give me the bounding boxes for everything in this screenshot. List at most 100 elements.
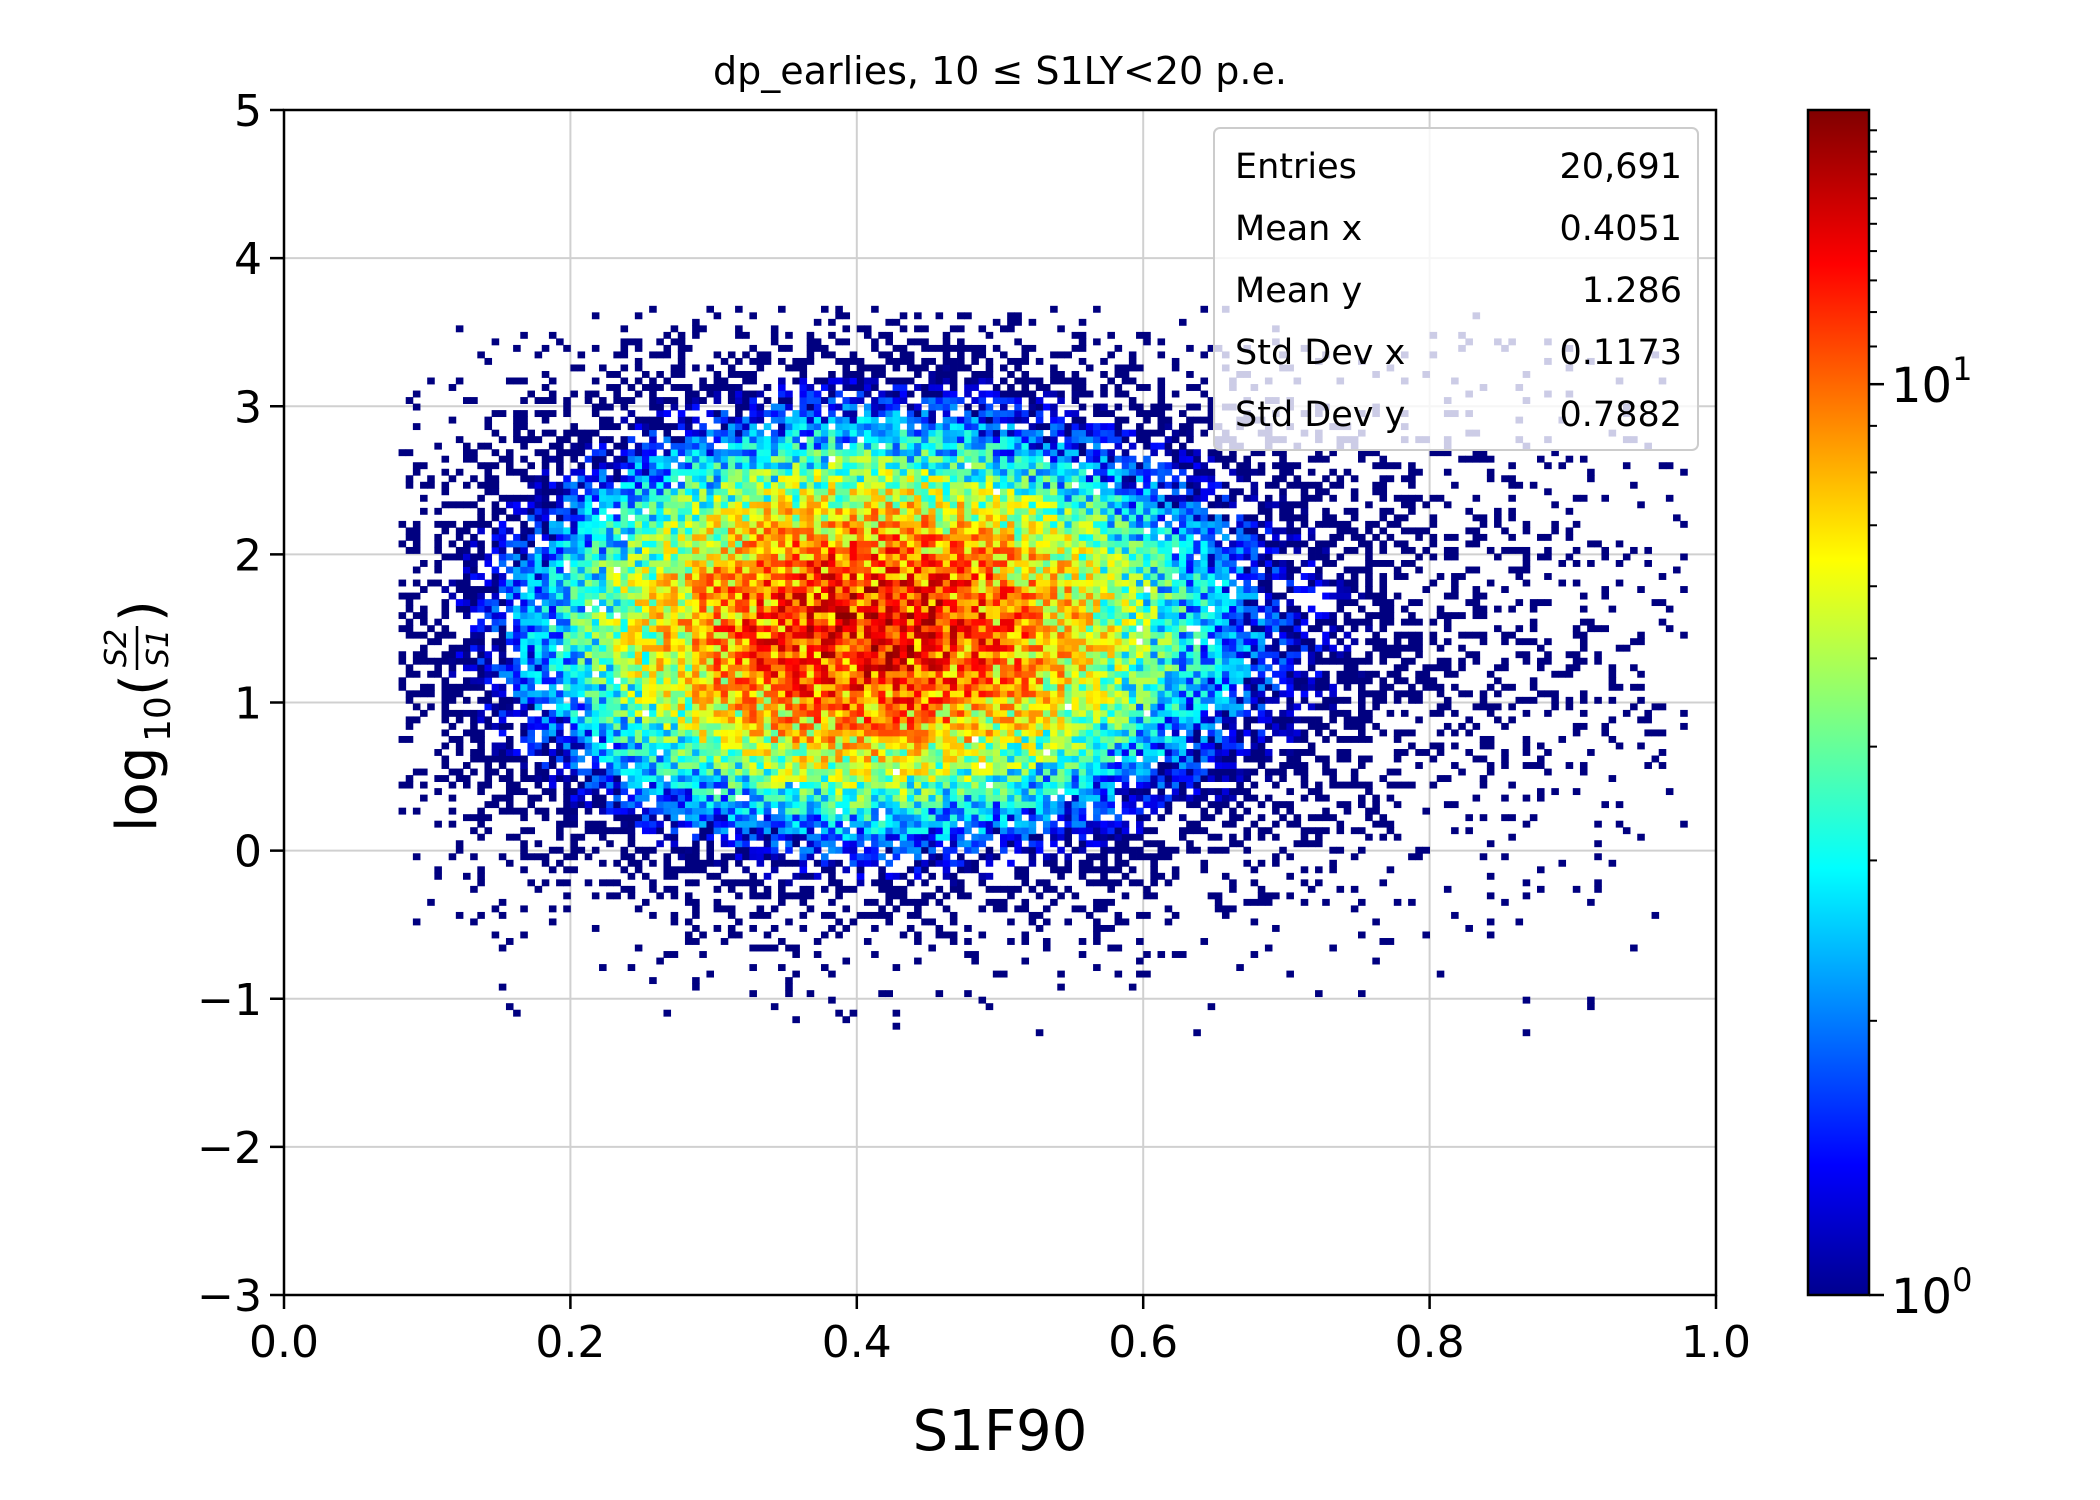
hist-bin — [742, 605, 750, 613]
hist-bin — [563, 540, 571, 548]
hist-bin — [541, 644, 550, 652]
hist-bin — [692, 605, 700, 613]
hist-bin — [749, 514, 757, 522]
hist-bin — [842, 905, 851, 913]
hist-bin — [914, 468, 922, 476]
hist-bin — [541, 546, 550, 554]
hist-bin — [677, 371, 686, 378]
hist-bin — [935, 429, 944, 437]
hist-bin — [792, 605, 800, 613]
hist-bin — [692, 651, 700, 659]
hist-bin — [720, 696, 729, 704]
hist-bin — [763, 462, 772, 470]
hist-bin — [570, 677, 578, 685]
hist-bin — [441, 716, 450, 724]
hist-bin — [856, 488, 865, 496]
hist-bin — [541, 468, 550, 476]
hist-bin — [692, 644, 700, 652]
hist-bin — [527, 644, 535, 652]
hist-bin — [713, 599, 722, 607]
hist-bin — [835, 827, 843, 835]
hist-bin — [642, 533, 650, 541]
hist-bin — [735, 357, 743, 365]
hist-bin — [505, 775, 514, 782]
hist-bin — [677, 527, 686, 535]
hist-bin — [720, 631, 729, 639]
hist-bin — [470, 586, 478, 593]
hist-bin — [720, 481, 729, 489]
hist-bin — [513, 573, 521, 580]
hist-bin — [491, 638, 500, 646]
hist-bin — [921, 599, 929, 607]
hist-bin — [878, 390, 886, 398]
hist-bin — [885, 331, 893, 339]
hist-bin — [921, 527, 929, 535]
hist-bin — [448, 644, 457, 652]
hist-bin — [591, 605, 600, 613]
hist-bin — [634, 696, 643, 704]
hist-bin — [713, 468, 722, 476]
hist-bin — [656, 755, 664, 763]
hist-bin — [863, 898, 872, 906]
hist-bin — [613, 468, 621, 476]
hist-bin — [892, 1022, 901, 1030]
hist-bin — [505, 801, 514, 809]
hist-bin — [799, 729, 808, 737]
hist-bin — [928, 377, 936, 385]
hist-bin — [706, 442, 714, 450]
hist-bin — [684, 931, 693, 939]
hist-bin — [484, 462, 493, 470]
hist-bin — [684, 475, 693, 483]
hist-bin — [835, 683, 843, 691]
hist-bin — [892, 501, 901, 509]
hist-bin — [455, 527, 464, 535]
hist-bin — [627, 690, 636, 698]
hist-bin — [470, 553, 478, 561]
hist-bin — [863, 768, 872, 776]
hist-bin — [806, 527, 815, 535]
hist-bin — [692, 579, 700, 587]
hist-bin — [613, 631, 621, 639]
hist-bin — [663, 579, 672, 587]
hist-bin — [871, 429, 879, 437]
hist-bin — [756, 553, 765, 561]
hist-bin — [778, 670, 786, 678]
hist-bin — [835, 442, 843, 450]
hist-bin — [656, 605, 664, 613]
hist-bin — [463, 651, 471, 659]
hist-bin — [692, 696, 700, 704]
hist-bin — [692, 475, 700, 483]
hist-bin — [405, 599, 414, 607]
hist-bin — [727, 638, 736, 646]
hist-bin — [792, 468, 800, 476]
hist-bin — [548, 625, 557, 633]
hist-bin — [584, 579, 593, 587]
hist-bin — [570, 625, 578, 633]
hist-bin — [670, 540, 679, 548]
hist-bin — [871, 846, 879, 854]
hist-bin — [541, 416, 550, 424]
hist-bin — [670, 775, 679, 782]
hist-bin — [928, 592, 936, 600]
hist-bin — [599, 781, 607, 789]
hist-bin — [856, 703, 865, 711]
hist-bin — [735, 853, 743, 861]
hist-bin — [713, 553, 722, 561]
hist-bin — [677, 846, 686, 854]
hist-bin — [692, 429, 700, 437]
hist-bin — [670, 820, 679, 828]
hist-bin — [720, 788, 729, 796]
hist-bin — [491, 683, 500, 691]
hist-bin — [863, 501, 872, 509]
hist-bin — [477, 677, 485, 685]
hist-bin — [756, 670, 765, 678]
hist-bin — [620, 735, 629, 743]
hist-bin — [649, 501, 657, 509]
hist-bin — [563, 670, 571, 678]
hist-bin — [742, 651, 750, 659]
hist-bin — [778, 507, 786, 515]
hist-bin — [906, 801, 915, 809]
hist-bin — [599, 533, 607, 541]
hist-bin — [899, 729, 908, 737]
hist-bin — [806, 351, 815, 359]
